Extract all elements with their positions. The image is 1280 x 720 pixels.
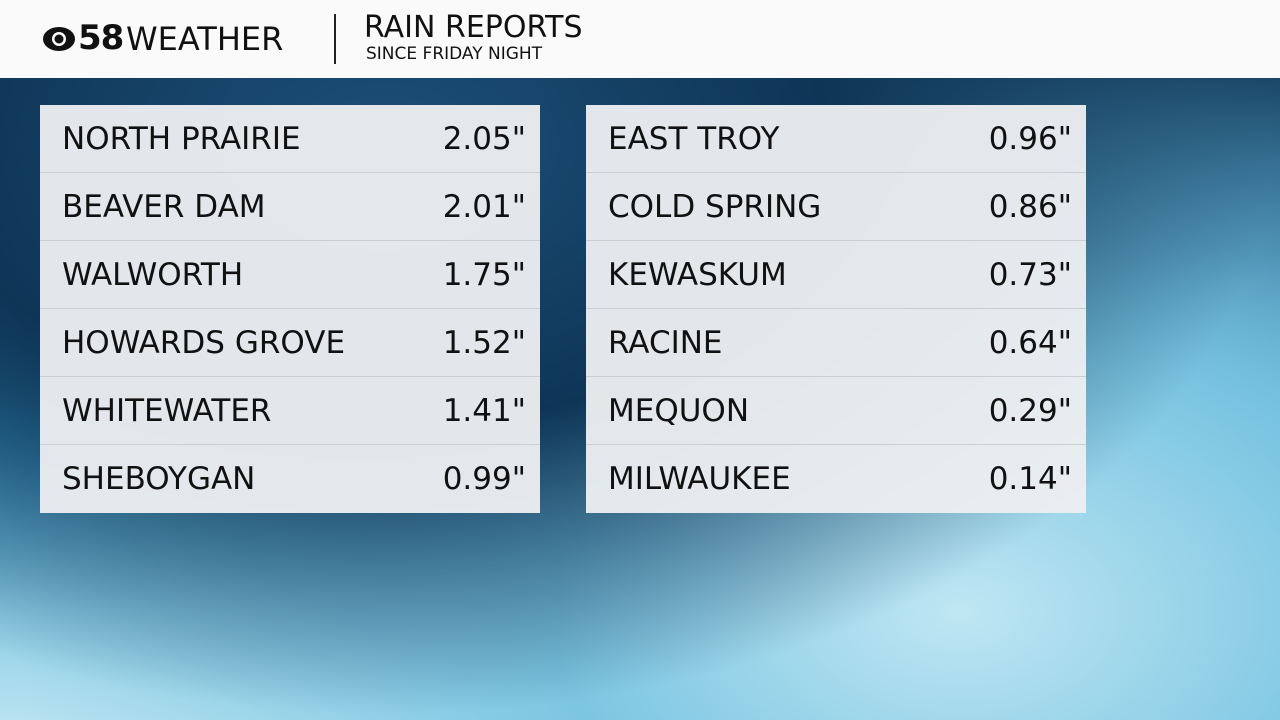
rainfall: 2.01" [442, 188, 526, 225]
report-table: NORTH PRAIRIE 2.05" BEAVER DAM 2.01" WALWORT… [40, 105, 540, 513]
report-row: COLD SPRING 0.86" [586, 173, 1086, 241]
rainfall: 0.73" [988, 256, 1072, 293]
location: WHITEWATER [62, 392, 272, 429]
header: 58 WEATHER RAIN REPORTS SINCE FRIDAY NIG… [0, 0, 1280, 78]
rainfall: 0.99" [442, 461, 526, 497]
report-row: SHEBOYGAN 0.99" [40, 445, 540, 513]
report-row: MILWAUKEE 0.14" [586, 445, 1086, 513]
location: MILWAUKEE [608, 461, 791, 497]
report-row: MEQUON 0.29" [586, 377, 1086, 445]
station-number: 58 [78, 18, 124, 58]
location: MEQUON [608, 392, 750, 429]
report-table: EAST TROY 0.96" COLD SPRING 0.86" KEWASKUM 0.… [586, 105, 1086, 513]
logo-eye [43, 27, 75, 51]
location: BEAVER DAM [62, 188, 266, 225]
report-row: WALWORTH 1.75" [40, 241, 540, 309]
location: NORTH PRAIRIE [62, 120, 301, 157]
location: COLD SPRING [608, 188, 822, 225]
divider [334, 14, 336, 64]
location: KEWASKUM [608, 256, 787, 293]
location: EAST TROY [608, 120, 780, 157]
subtitle: SINCE FRIDAY NIGHT [366, 44, 543, 64]
rainfall: 0.86" [988, 188, 1072, 225]
report-row: WHITEWATER 1.41" [40, 377, 540, 445]
report-row: NORTH PRAIRIE 2.05" [40, 105, 540, 173]
location: HOWARDS GROVE [62, 324, 346, 361]
report-row: HOWARDS GROVE 1.52" [40, 309, 540, 377]
rainfall: 1.52" [442, 324, 526, 361]
rainfall: 1.41" [442, 392, 526, 429]
report-row: KEWASKUM 0.73" [586, 241, 1086, 309]
rainfall: 0.96" [988, 120, 1072, 157]
rainfall: 2.05" [442, 120, 526, 157]
report-row: BEAVER DAM 2.01" [40, 173, 540, 241]
rainfall: 0.64" [988, 324, 1072, 361]
report-row: EAST TROY 0.96" [586, 105, 1086, 173]
rainfall: 1.75" [442, 256, 526, 293]
station-label: WEATHER [126, 20, 284, 58]
location: SHEBOYGAN [62, 461, 256, 497]
location: WALWORTH [62, 256, 244, 293]
title: RAIN REPORTS [364, 10, 583, 45]
rainfall: 0.14" [988, 461, 1072, 497]
rainfall: 0.29" [988, 392, 1072, 429]
location: RACINE [608, 324, 723, 361]
report-row: RACINE 0.64" [586, 309, 1086, 377]
